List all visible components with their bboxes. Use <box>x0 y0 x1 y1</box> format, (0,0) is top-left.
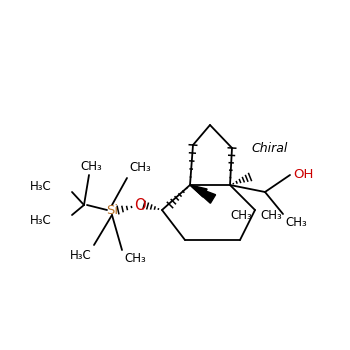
Text: H₃C: H₃C <box>70 249 92 262</box>
Text: CH₃: CH₃ <box>260 209 282 222</box>
Text: O: O <box>134 197 146 212</box>
Text: Chiral: Chiral <box>252 141 288 154</box>
Polygon shape <box>190 185 207 197</box>
Text: CH₃: CH₃ <box>124 252 146 265</box>
Text: CH₃: CH₃ <box>285 216 307 229</box>
Text: H₃C: H₃C <box>30 181 52 194</box>
Text: OH: OH <box>293 168 313 182</box>
Text: H₃C: H₃C <box>30 214 52 226</box>
Text: Si: Si <box>106 203 118 217</box>
Text: CH₃: CH₃ <box>129 161 151 174</box>
Text: CH₃: CH₃ <box>230 209 252 222</box>
Polygon shape <box>190 185 216 203</box>
Text: CH₃: CH₃ <box>80 160 102 173</box>
